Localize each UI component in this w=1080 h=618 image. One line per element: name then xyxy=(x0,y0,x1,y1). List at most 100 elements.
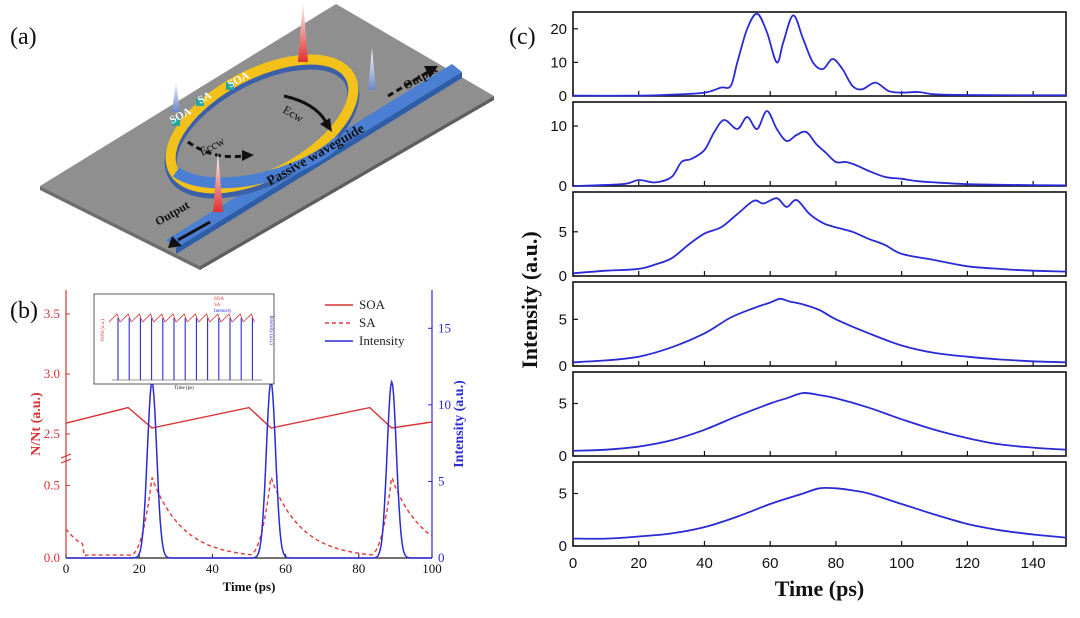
c-subplot-frame xyxy=(572,281,1067,367)
output-bottom-arrowhead xyxy=(168,236,182,248)
b-xtick-label: 80 xyxy=(352,561,365,576)
b-xtick-label: 40 xyxy=(206,561,219,576)
c-ytick-label: 0 xyxy=(559,358,567,375)
inset-frame xyxy=(93,293,275,385)
panel-a-label: (a) xyxy=(10,24,37,50)
c-ylabel: Intensity (a.u.) xyxy=(517,231,542,369)
spike-bottom-red xyxy=(213,152,223,212)
c-subplot-frame xyxy=(572,191,1067,277)
panel-c-label: (c) xyxy=(509,24,536,50)
b-axis-break-2 xyxy=(60,458,72,464)
inset-soa-segment xyxy=(187,313,199,323)
inset-soa-segment xyxy=(164,313,177,323)
b-series-sa xyxy=(65,477,433,557)
output-bottom-arrow xyxy=(177,220,211,242)
b-ytick-label-right: 0 xyxy=(438,550,445,565)
c-subplot-frame xyxy=(572,461,1067,547)
panel-a: (a) SOA SA SOA Ecw Eccw Pas xyxy=(10,0,494,270)
c-xtick-label: 40 xyxy=(696,555,713,572)
b-ytick-label-right: 5 xyxy=(438,473,445,488)
inset-soa-segment xyxy=(231,313,244,323)
b-xlabel: Time (ps) xyxy=(223,579,276,594)
c-xtick-label: 80 xyxy=(828,555,845,572)
sa-segment-1 xyxy=(196,98,204,106)
c-series-line xyxy=(572,392,1067,452)
b-ytick-label: 0.5 xyxy=(44,477,60,492)
inset-soa-segment xyxy=(142,313,154,323)
c-series-line xyxy=(572,12,1067,97)
panel-b-inset: SOA SA Intensity N/Nt (a.u.) Intensity (… xyxy=(93,293,275,391)
b-ytick-label: 2.5 xyxy=(44,426,60,441)
output-top-arrow xyxy=(387,70,429,98)
spike-top-red xyxy=(298,0,308,62)
inset-soa-segment xyxy=(198,313,210,323)
c-ytick-label: 5 xyxy=(559,396,567,413)
c-xtick-label: 140 xyxy=(1021,555,1046,572)
c-xtick-label: 120 xyxy=(955,555,980,572)
spike-right-blue xyxy=(368,48,376,90)
c-ytick-label: 0 xyxy=(559,178,567,195)
spike-left-blue xyxy=(172,80,180,112)
c-ytick-label: 5 xyxy=(559,224,567,241)
c-ytick-label: 0 xyxy=(559,268,567,285)
inset-legend-sa: SA xyxy=(214,303,221,308)
c-subplot-frame xyxy=(572,371,1067,457)
inset-soa-segment xyxy=(175,313,188,323)
b-series-soa xyxy=(65,406,433,429)
inset-legend-soa: SOA xyxy=(214,297,224,302)
b-xtick-label: 100 xyxy=(422,561,442,576)
ring-label-sa: SA xyxy=(196,89,214,106)
c-ytick-label: 10 xyxy=(550,118,567,135)
inset-soa-segment xyxy=(119,313,132,323)
c-series-line xyxy=(572,110,1067,187)
c-xtick-label: 0 xyxy=(569,555,577,572)
inset-legend-intensity: Intensity xyxy=(214,309,232,314)
c-ytick-label: 5 xyxy=(559,486,567,503)
b-ylabel-right: Intensity (a.u.) xyxy=(452,380,467,468)
substrate-edge xyxy=(40,186,200,270)
b-ylabel-left: N/Nt (a.u.) xyxy=(29,392,44,456)
inset-xlabel: Time (ps) xyxy=(174,386,194,391)
passive-waveguide-side xyxy=(176,72,462,254)
sa-segment-3 xyxy=(172,118,180,126)
c-series-line xyxy=(572,297,1067,364)
panel-b: (b) 0 20 40 60 80 100 2.5 3.0 3.5 0.0 0.5 0 5 10 15 Tim… xyxy=(10,290,467,594)
output-top-arrowhead xyxy=(424,66,438,78)
c-series-line xyxy=(572,486,1067,540)
inset-soa-segment xyxy=(153,313,166,323)
ecw-arrow xyxy=(283,94,328,123)
c-xtick-label: 100 xyxy=(889,555,914,572)
b-axis-break-1 xyxy=(60,453,72,459)
b-ytick-label-right: 15 xyxy=(438,320,451,335)
panel-b-label: (b) xyxy=(10,298,38,324)
b-ytick-label: 0.0 xyxy=(44,550,60,565)
c-ytick-label: 0 xyxy=(559,448,567,465)
b-ytick-label-right: 10 xyxy=(438,397,451,412)
c-series-line xyxy=(572,197,1067,275)
c-ytick-label: 10 xyxy=(550,54,567,71)
inset-soa-segment xyxy=(243,313,255,323)
inset-soa-segment xyxy=(108,313,121,323)
c-ytick-label: 5 xyxy=(559,311,567,328)
inset-ylabel-left: N/Nt (a.u.) xyxy=(101,319,106,341)
substrate xyxy=(40,4,494,266)
c-ytick-label: 0 xyxy=(559,88,567,105)
eccw-arrow xyxy=(187,140,245,159)
b-series-intensity xyxy=(66,378,432,559)
inset-plot xyxy=(108,313,262,381)
b-legend-soa: SOA xyxy=(359,297,386,312)
b-ytick-label: 3.0 xyxy=(44,366,60,381)
substrate-edge-right xyxy=(200,96,494,270)
c-ytick-label: 0 xyxy=(559,538,567,555)
sa-segment-2 xyxy=(226,82,234,90)
b-legend-intensity: Intensity xyxy=(359,333,405,348)
b-xtick-label: 0 xyxy=(63,561,70,576)
c-subplot-frame xyxy=(572,11,1067,97)
inset-ylabel-right: Intensity (a.u.) xyxy=(268,315,273,345)
c-xtick-label: 20 xyxy=(630,555,647,572)
c-xlabel: Time (ps) xyxy=(775,576,864,601)
panel-b-plot: 0 20 40 60 80 100 2.5 3.0 3.5 0.0 0.5 0 5 10 15 Time (p… xyxy=(29,290,467,594)
c-ytick-label: 20 xyxy=(550,21,567,38)
